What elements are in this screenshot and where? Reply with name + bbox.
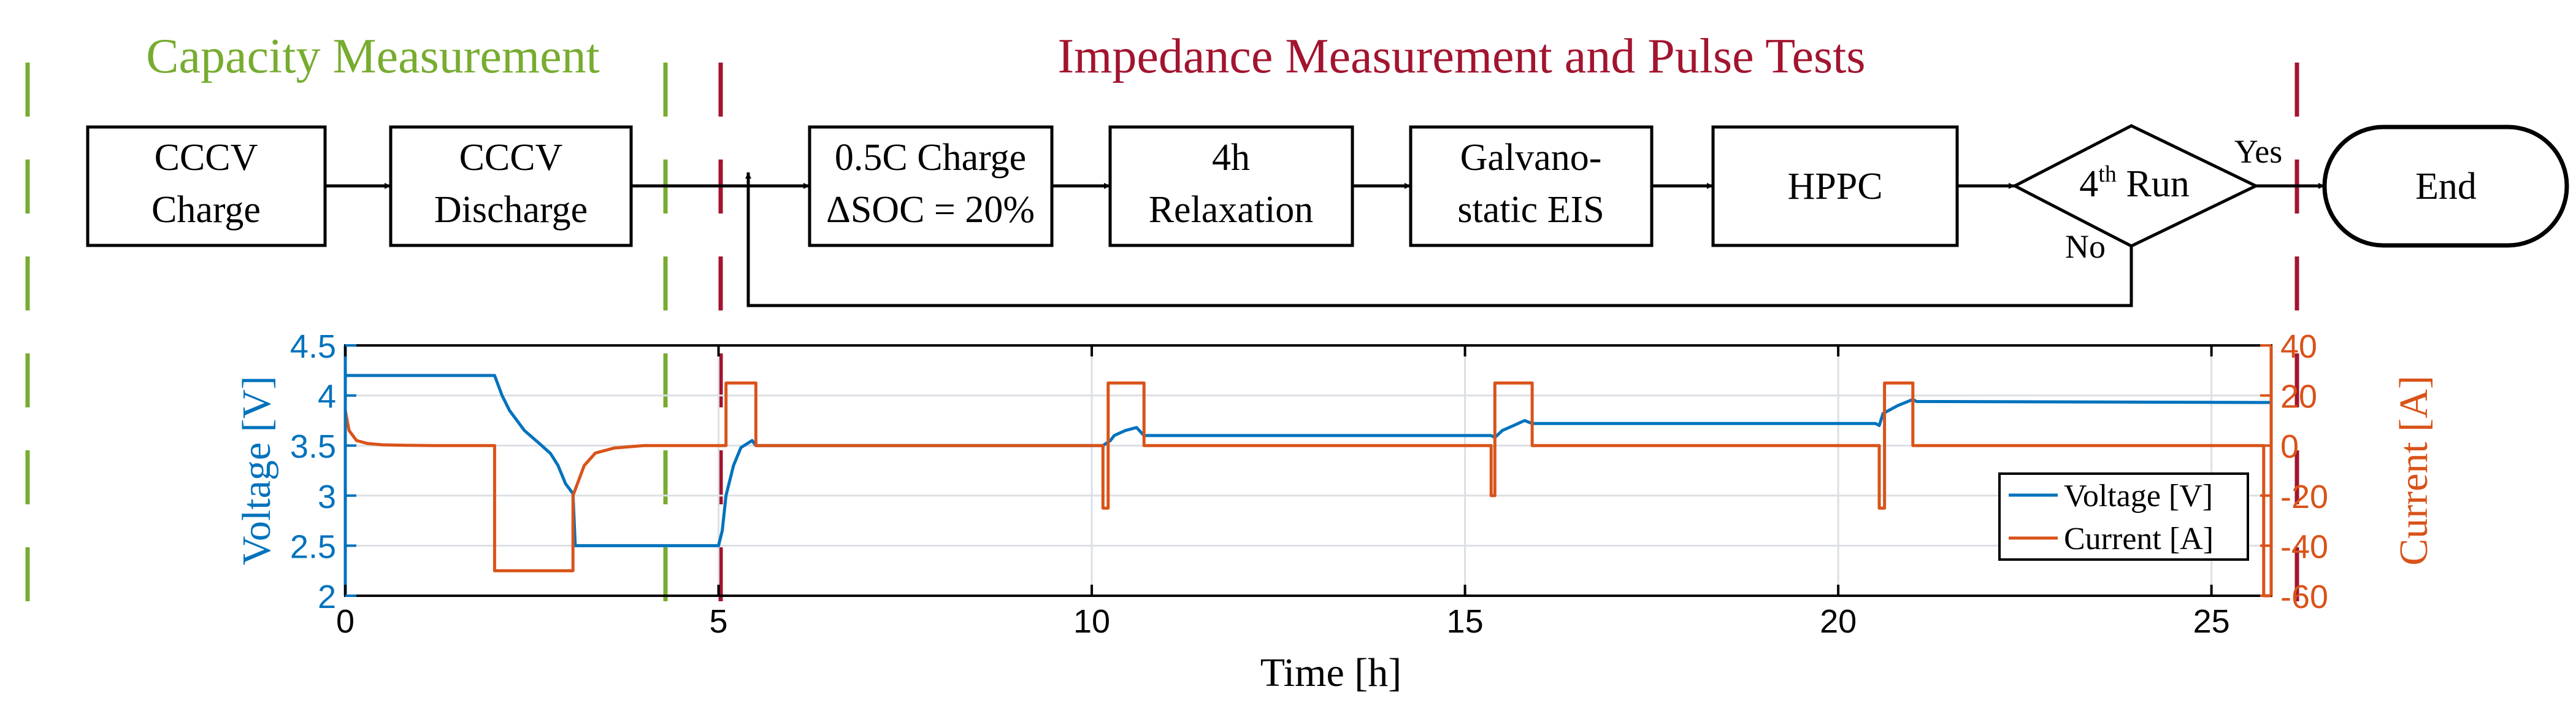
- cccv-discharge-line1: CCCV: [459, 137, 563, 179]
- plot-frame: [344, 344, 2272, 597]
- no-label: No: [2065, 228, 2106, 265]
- y-right-tick-label: 40: [2280, 328, 2317, 365]
- y-right-tick-label: -40: [2280, 528, 2328, 565]
- decision-label: 4th Run: [2079, 161, 2189, 205]
- y-axis-right-label: Current [A]: [2391, 375, 2436, 566]
- cccv-charge-line1: CCCV: [155, 137, 258, 179]
- y-left-tick-label: 2: [318, 579, 336, 615]
- x-tick-label: 20: [1820, 603, 1857, 640]
- legend-current-label: Current [A]: [2064, 522, 2214, 556]
- decision-suffix: Run: [2117, 163, 2190, 205]
- yes-label: Yes: [2234, 133, 2283, 170]
- decision-sup: th: [2098, 161, 2117, 187]
- eis-line1: Galvano-: [1460, 137, 1602, 179]
- eis-box: [1409, 125, 1654, 247]
- charge-step-box: [808, 125, 1054, 247]
- end-label: End: [2415, 166, 2477, 207]
- x-tick-label: 0: [336, 603, 355, 640]
- x-tick-label: 5: [710, 603, 728, 640]
- flowchart: [86, 124, 2569, 307]
- x-tick-label: 15: [1447, 603, 1484, 640]
- cccv-charge-line2: Charge: [151, 189, 261, 231]
- legend: Voltage [V] Current [A]: [1998, 472, 2249, 561]
- cccv-discharge-line2: Discharge: [434, 189, 588, 231]
- charge-step-line2: ΔSOC = 20%: [826, 189, 1035, 231]
- y-right-tick-label: 0: [2280, 428, 2299, 465]
- eis-line2: static EIS: [1457, 189, 1604, 231]
- y-left-tick-label: 2.5: [290, 528, 336, 565]
- y-right-tick-label: 20: [2280, 379, 2317, 415]
- y-right-tick-label: -60: [2280, 579, 2328, 615]
- cccv-charge-box: [86, 125, 327, 247]
- loop-back-arrow: [745, 172, 2133, 307]
- chart-grid: [344, 344, 2271, 597]
- y-axis-left-label: Voltage [V]: [234, 376, 279, 566]
- y-right-tick-label: -20: [2280, 479, 2328, 515]
- y-left-tick-label: 3: [318, 479, 336, 515]
- decision-base: 4: [2079, 163, 2098, 205]
- legend-voltage-label: Voltage [V]: [2064, 479, 2213, 514]
- legend-box: [1998, 472, 2249, 561]
- chart-ticks: 0 5 10 15 20 25 2 2.5 3 3.5 4 4.5 -60 -40 -20 0 20 40: [290, 328, 2328, 640]
- y-left-tick-label: 3.5: [290, 428, 336, 465]
- current-series-line: [343, 381, 2271, 598]
- capacity-phase-title: Capacity Measurement: [146, 29, 600, 83]
- voltage-series-line: [345, 374, 2272, 547]
- impedance-phase-title: Impedance Measurement and Pulse Tests: [1058, 29, 1866, 83]
- relaxation-line1: 4h: [1212, 137, 1250, 179]
- x-axis-label: Time [h]: [1260, 650, 1401, 695]
- voltage-current-chart: 0 5 10 15 20 25 2 2.5 3 3.5 4 4.5 -60 -40 -20 0 20 40 Tim…: [234, 328, 2436, 695]
- x-tick-label: 10: [1073, 603, 1110, 640]
- relaxation-line2: Relaxation: [1149, 189, 1314, 231]
- chart-series: [343, 374, 2272, 598]
- cccv-discharge-box: [389, 125, 633, 247]
- y-left-tick-label: 4.5: [290, 328, 336, 365]
- flowchart-labels: CCCV Charge CCCV Discharge 0.5C Charge Δ…: [151, 133, 2477, 265]
- charge-step-line1: 0.5C Charge: [835, 137, 1026, 179]
- y-left-tick-label: 4: [318, 379, 336, 415]
- hppc-label: HPPC: [1787, 166, 1882, 207]
- x-tick-label: 25: [2193, 603, 2230, 640]
